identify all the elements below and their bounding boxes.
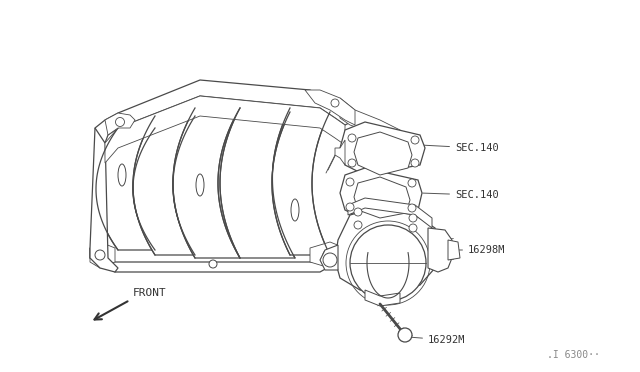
Circle shape	[348, 134, 356, 142]
Text: 16298M: 16298M	[451, 245, 506, 255]
Polygon shape	[340, 98, 405, 148]
Polygon shape	[335, 208, 440, 295]
Text: .I 6300··: .I 6300··	[547, 350, 600, 360]
Polygon shape	[354, 177, 410, 218]
Circle shape	[354, 221, 362, 229]
Polygon shape	[354, 132, 412, 175]
Ellipse shape	[291, 199, 299, 221]
Polygon shape	[96, 128, 155, 250]
Text: SEC.140: SEC.140	[423, 143, 499, 153]
Circle shape	[409, 224, 417, 232]
Circle shape	[348, 159, 356, 167]
Circle shape	[346, 178, 354, 186]
Circle shape	[95, 250, 105, 260]
Polygon shape	[305, 90, 355, 125]
Text: FRONT: FRONT	[133, 288, 167, 298]
Circle shape	[398, 328, 412, 342]
Circle shape	[408, 204, 416, 212]
Polygon shape	[340, 122, 425, 175]
Polygon shape	[105, 96, 345, 163]
Polygon shape	[320, 245, 338, 270]
Polygon shape	[220, 108, 295, 258]
Circle shape	[323, 250, 333, 260]
Circle shape	[409, 214, 417, 222]
Polygon shape	[348, 198, 432, 228]
Circle shape	[331, 99, 339, 107]
Polygon shape	[448, 240, 460, 260]
Text: 16292M: 16292M	[411, 335, 465, 345]
Polygon shape	[365, 290, 400, 306]
Polygon shape	[105, 113, 135, 135]
Polygon shape	[310, 242, 345, 268]
Polygon shape	[95, 80, 355, 143]
Polygon shape	[90, 128, 118, 272]
Polygon shape	[90, 242, 115, 268]
Polygon shape	[340, 168, 422, 220]
Circle shape	[346, 203, 354, 211]
Polygon shape	[133, 116, 195, 255]
Circle shape	[209, 260, 217, 268]
Circle shape	[350, 225, 426, 301]
Polygon shape	[90, 248, 345, 272]
Circle shape	[323, 253, 337, 267]
Circle shape	[411, 136, 419, 144]
Circle shape	[115, 118, 125, 126]
Ellipse shape	[196, 174, 204, 196]
Text: SEC.140: SEC.140	[423, 190, 499, 200]
Polygon shape	[335, 140, 345, 165]
Circle shape	[411, 159, 419, 167]
Circle shape	[408, 179, 416, 187]
Ellipse shape	[118, 164, 126, 186]
Polygon shape	[428, 228, 452, 272]
Polygon shape	[272, 112, 330, 255]
Circle shape	[354, 208, 362, 216]
Polygon shape	[173, 108, 240, 258]
